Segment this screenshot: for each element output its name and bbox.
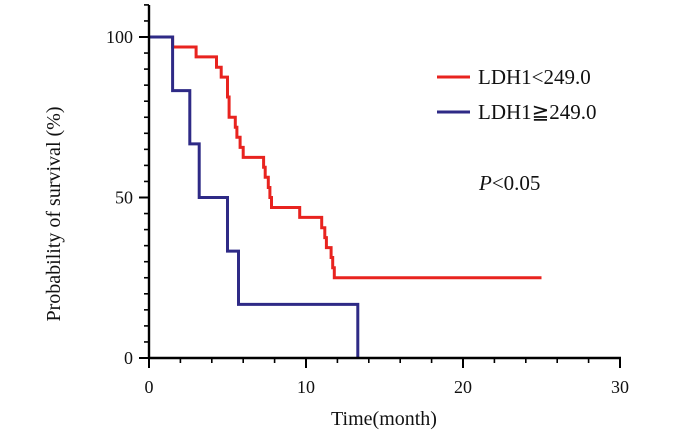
x-tick-label: 30 [611,377,629,397]
y-tick-label: 50 [115,188,133,208]
x-tick-label: 10 [297,377,315,397]
x-tick-label: 0 [145,377,154,397]
p-value-prefix: P [478,171,492,195]
x-ticks: 0 10 20 30 [145,358,629,397]
series-line-2 [149,35,360,358]
p-value-text: <0.05 [492,171,541,195]
series-line-1 [149,35,542,280]
y-tick-label: 100 [106,27,133,47]
series-lines [149,35,542,358]
y-minor-ticks [144,4,149,343]
legend-label-2: LDH1≧249.0 [478,100,597,124]
axes: 0 10 20 30 0 50 100 [106,4,629,397]
legend: LDH1<249.0 LDH1≧249.0 [437,65,597,124]
x-minor-ticks [148,358,621,363]
legend-label-1: LDH1<249.0 [478,65,591,89]
x-tick-label: 20 [454,377,472,397]
y-ticks: 0 50 100 [106,27,149,368]
y-axis-title: Probability of survival (%) [43,107,65,322]
y-tick-label: 0 [124,348,133,368]
x-axis-title: Time(month) [331,408,437,430]
p-value-annotation: P<0.05 [478,171,540,195]
